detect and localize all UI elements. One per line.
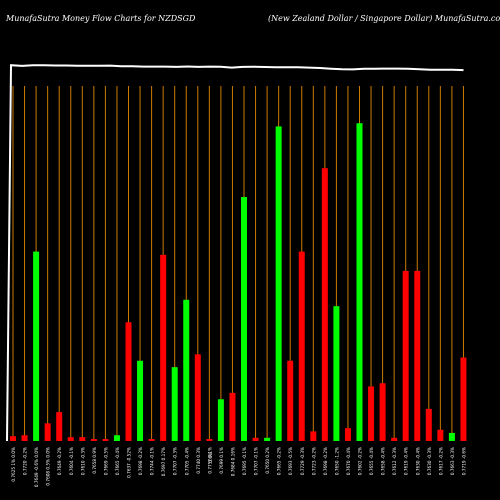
money-flow-bar xyxy=(160,254,167,441)
x-tick-label: 0.7658 0.9% xyxy=(92,447,97,474)
x-tick-label: 0.7697 0.17% xyxy=(161,447,166,476)
chart-title-right: (New Zealand Dollar / Singapore Dollar) … xyxy=(268,14,500,23)
x-tick-label: 0.7670 -0.4% xyxy=(346,447,351,475)
x-tick-label: 0.7630 -0.4% xyxy=(415,447,420,475)
x-tick-label: 0.7740 0.3% xyxy=(196,447,201,474)
money-flow-bar xyxy=(448,432,455,441)
money-flow-bar xyxy=(217,399,224,441)
money-flow-bar xyxy=(379,383,386,441)
x-tick-label: 0.7637 -0.52% xyxy=(127,447,132,478)
x-tick-label: 0.7650 0.2% xyxy=(265,447,270,474)
x-tick-label: 0.7604 -0.1% xyxy=(69,447,74,475)
money-flow-bar xyxy=(321,168,328,441)
money-flow-bar xyxy=(252,437,259,441)
money-flow-bar xyxy=(356,123,363,442)
money-flow-bar xyxy=(391,437,398,441)
money-flow-bar xyxy=(90,439,97,441)
money-flow-bar xyxy=(33,251,40,441)
x-tick-label: 0.7610 -0.3% xyxy=(80,447,85,475)
x-tick-label: 0.7720 -0.2% xyxy=(23,447,28,475)
x-tick-label: 0.7757 0.1% xyxy=(207,447,212,474)
money-flow-bar xyxy=(113,435,120,441)
x-tick-label: 0.7744 -0.1% xyxy=(150,447,155,475)
x-tick-label: 0.7695 -0.1% xyxy=(242,447,247,475)
money-flow-bar xyxy=(333,306,340,441)
x-tick-label: 0.7684 0.16% xyxy=(231,447,236,476)
money-flow-bar xyxy=(102,439,109,441)
x-tick-label: 0.7658 -0.4% xyxy=(381,447,386,475)
x-tick-label: 0.7723 -0.2% xyxy=(311,447,316,475)
x-tick-label: 0.7619 -0.4% xyxy=(404,447,409,475)
x-tick-label: 0.7650 -1.2% xyxy=(334,447,339,475)
x-tick-label: 0.7612 -0.3% xyxy=(392,447,397,475)
money-flow-bar xyxy=(229,392,236,441)
money-flow-bar xyxy=(241,197,247,441)
x-tick-label: 0.7665 -0.2% xyxy=(277,447,282,475)
price-line xyxy=(6,64,464,442)
x-tick-label: 0.7602 -0.2% xyxy=(358,447,363,475)
x-tick-label: 0.7699 0.1% xyxy=(219,447,224,474)
x-tick-label: 0.7630 -0.3% xyxy=(427,447,432,475)
x-tick-label: 0.7669 -0.5% xyxy=(103,447,108,475)
money-flow-bar xyxy=(402,270,409,441)
x-tick-label: 0.7617 -0.2% xyxy=(438,447,443,475)
money-flow-bar xyxy=(148,439,155,441)
x-tick-label: 0.7707 -0.3% xyxy=(173,447,178,475)
money-flow-bar xyxy=(368,386,375,441)
money-flow-bar xyxy=(125,322,132,441)
x-tick-label: 0.7649 -0.2% xyxy=(57,447,62,475)
money-flow-bar xyxy=(10,436,16,441)
money-flow-bar xyxy=(310,431,317,441)
money-flow-bar xyxy=(298,251,305,441)
x-tick-label: 0.7663 -0.3% xyxy=(450,447,455,475)
money-flow-bar xyxy=(425,408,432,441)
x-tick-label: 0.7698 -0.2% xyxy=(323,447,328,475)
chart-title-left: MunafaSutra Money Flow Charts for NZDSGD xyxy=(6,14,196,23)
money-flow-bar xyxy=(287,360,294,441)
money-flow-bar xyxy=(206,439,213,441)
money-flow-bar xyxy=(194,354,201,441)
x-tick-label: 0.7665 -0.4% xyxy=(115,447,120,475)
x-tick-label: 0.7698 -0.2% xyxy=(138,447,143,475)
mid-annotation: 0.0% xyxy=(208,452,213,463)
money-flow-bar xyxy=(44,423,51,441)
x-tick-label: 0.7707 -0.1% xyxy=(254,447,259,475)
money-flow-bar xyxy=(437,429,444,441)
x-tick-label: 0.7729 -0.3% xyxy=(300,447,305,475)
x-tick-label: 0.7625 1% 0.0% xyxy=(11,447,16,482)
x-tick-label: 0.7719 -0.6% xyxy=(462,447,467,475)
x-tick-label: 0.7693 -0.5% xyxy=(288,447,293,475)
money-flow-bar xyxy=(56,412,63,441)
money-flow-bar xyxy=(414,270,421,441)
money-flow-bar xyxy=(183,299,190,441)
money-flow-bar xyxy=(275,126,282,442)
money-flow-bar xyxy=(171,367,178,441)
x-tick-label: 0.7649 -0.6% 0.0% xyxy=(34,447,39,487)
money-flow-bar xyxy=(21,435,28,441)
money-flow-bar xyxy=(67,437,74,441)
x-tick-label: 0.7655 -0.4% xyxy=(369,447,374,475)
money-flow-bar xyxy=(264,437,271,441)
money-flow-bar xyxy=(79,437,86,441)
money-flow-bar xyxy=(460,357,467,441)
x-tick-label: 0.7705 -0.4% xyxy=(184,447,189,475)
money-flow-bar xyxy=(137,360,144,441)
money-flow-bar xyxy=(344,428,351,441)
x-tick-label: 0.7608 0.5% 0.0% xyxy=(46,447,51,486)
